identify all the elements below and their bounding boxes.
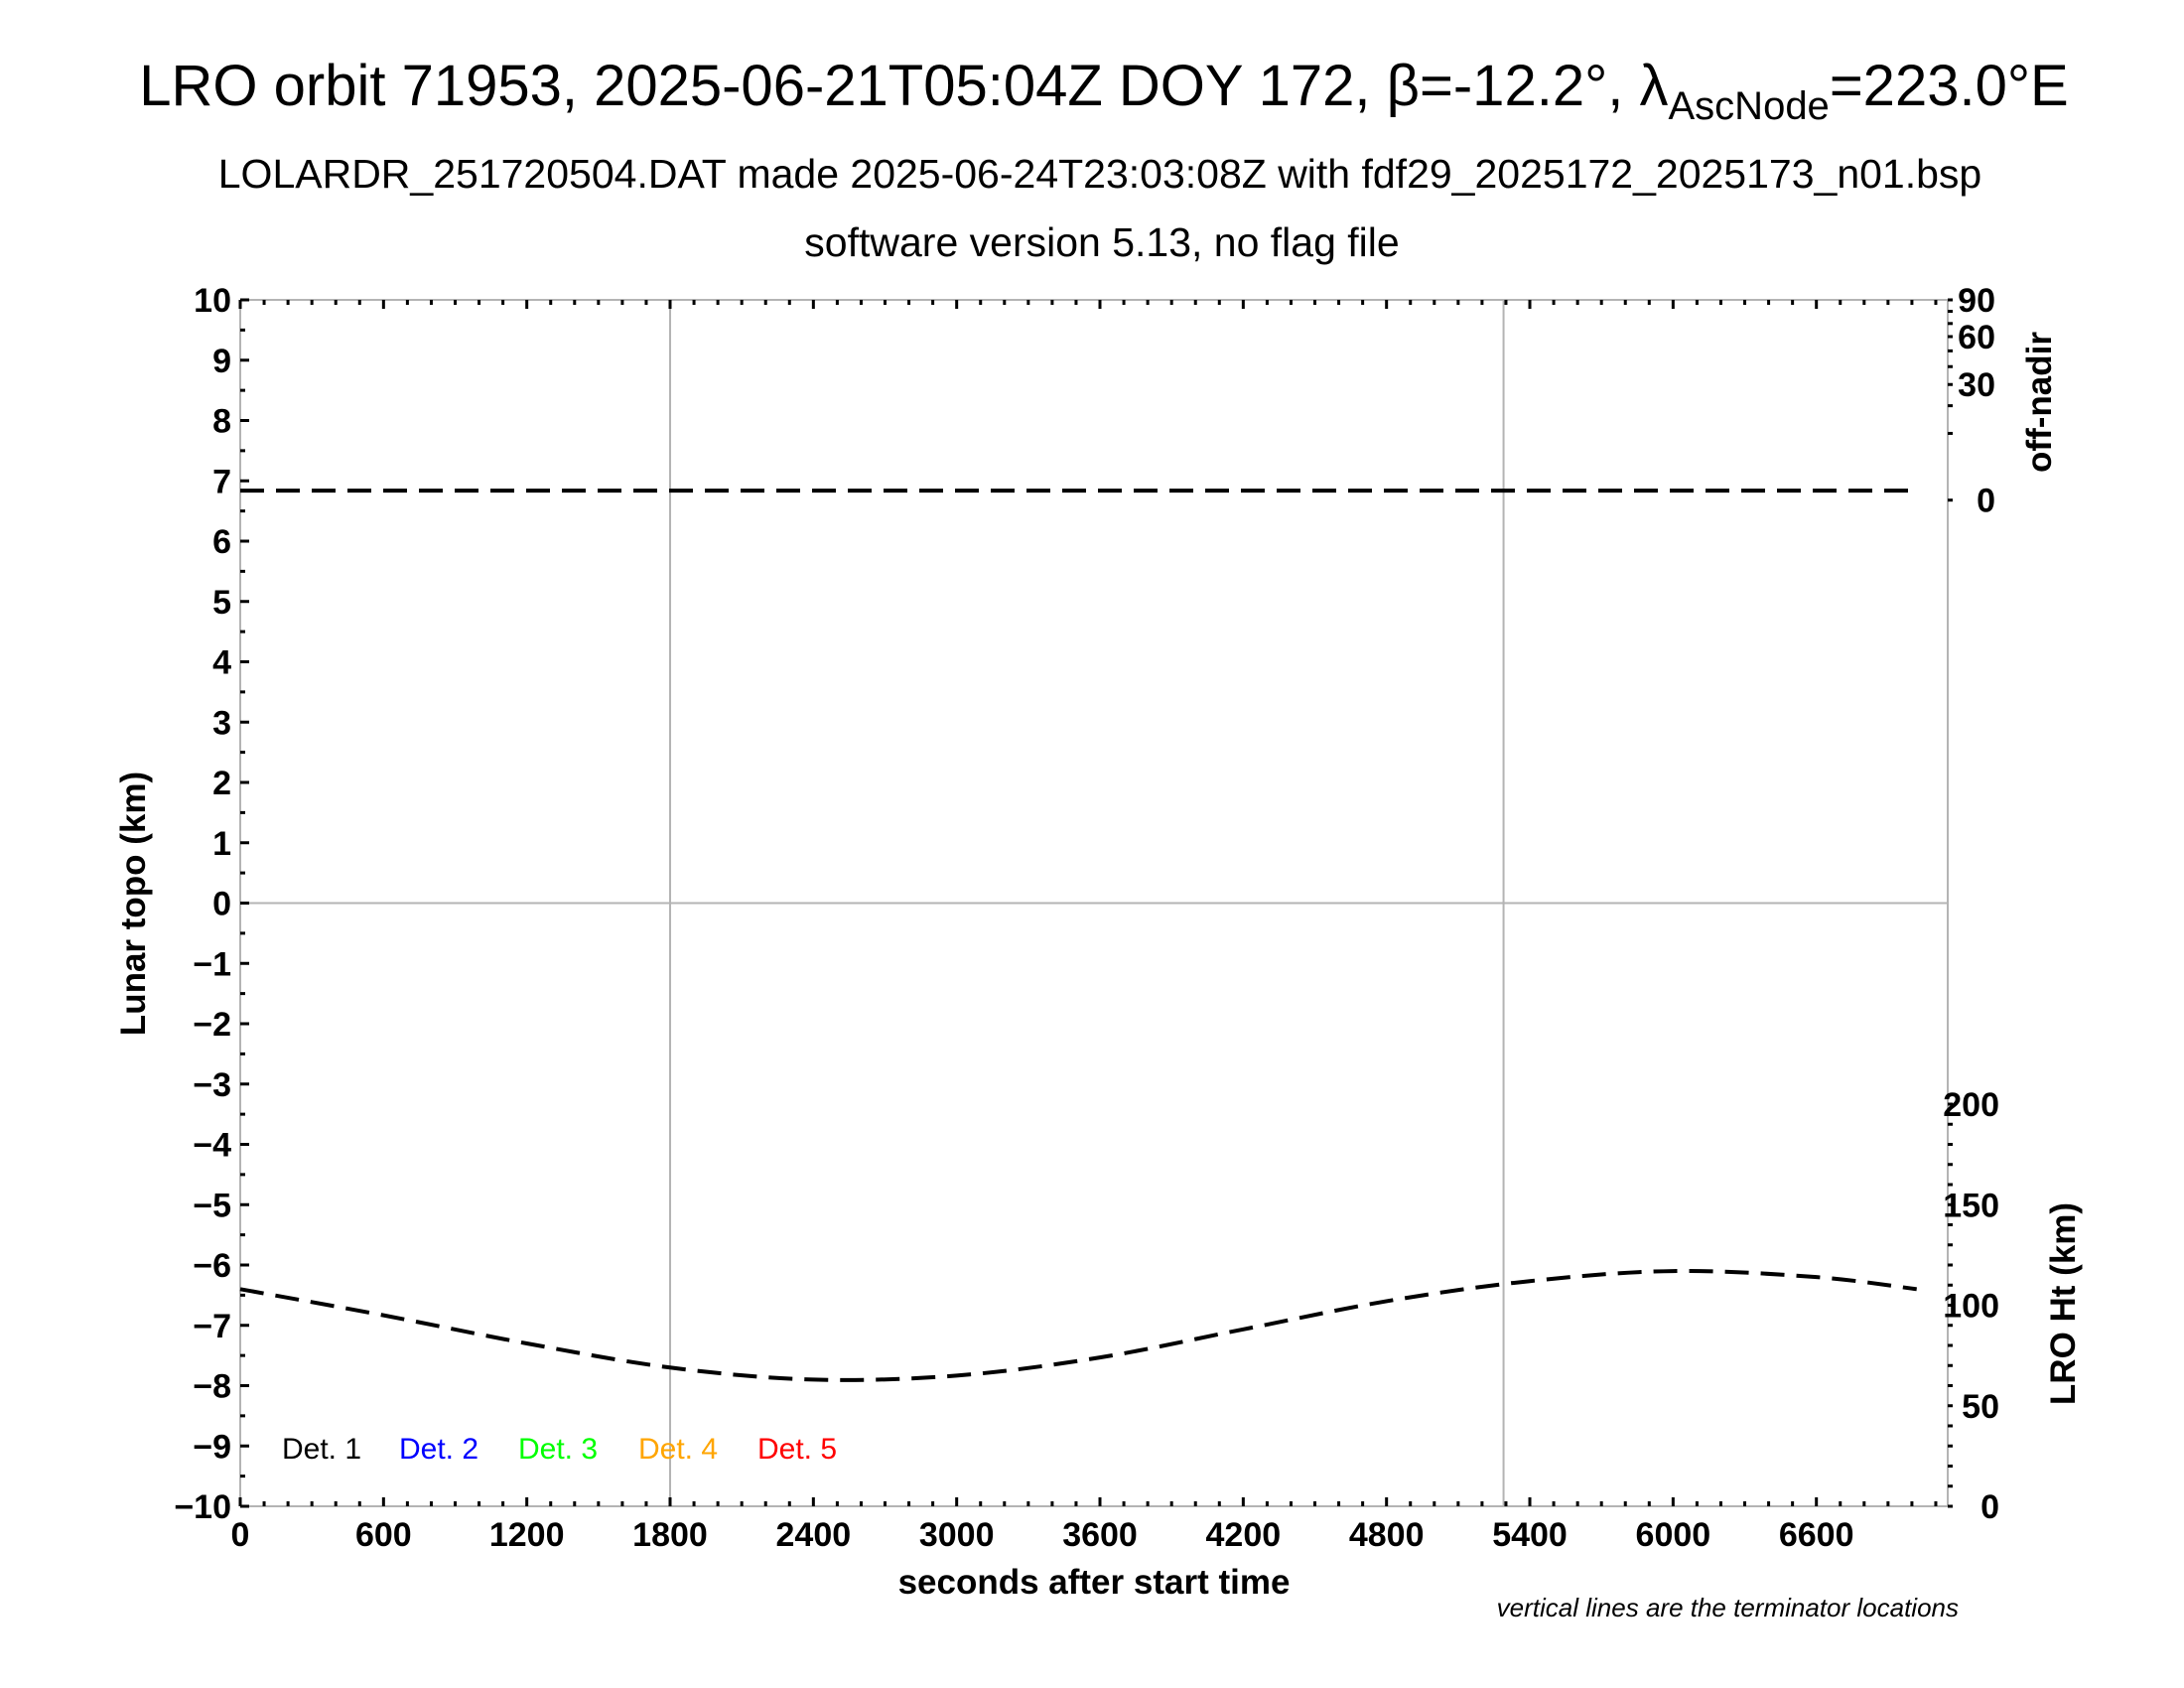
off-nadir-axis-label: off-nadir	[2020, 332, 2059, 473]
y-tick-label: −9	[193, 1428, 231, 1466]
x-tick-label: 3000	[919, 1516, 995, 1554]
lro-ht-axis-label: LRO Ht (km)	[2044, 1202, 2083, 1405]
y-tick-label: 10	[194, 282, 231, 320]
legend-item-det-3: Det. 3	[518, 1433, 598, 1466]
y-tick-label: 8	[212, 403, 231, 441]
x-tick-label: 6000	[1636, 1516, 1711, 1554]
lro-ht-tick-label: 100	[1943, 1288, 1999, 1326]
y-tick-label: −1	[193, 945, 231, 983]
legend-item-det-4: Det. 4	[638, 1433, 718, 1466]
x-axis-label: seconds after start time	[898, 1563, 1291, 1602]
legend-item-det-5: Det. 5	[757, 1433, 837, 1466]
off-nadir-tick-label: 90	[1958, 282, 1995, 320]
terminator-note: vertical lines are the terminator locati…	[1497, 1593, 1959, 1622]
lro-ht-tick-label: 0	[1980, 1488, 1999, 1526]
off-nadir-tick-label: 30	[1958, 366, 1995, 404]
off-nadir-tick-label: 60	[1958, 319, 1995, 356]
x-tick-label: 6600	[1779, 1516, 1854, 1554]
x-tick-label: 2400	[776, 1516, 852, 1554]
chart-subtitle: LOLARDR_251720504.DAT made 2025-06-24T23…	[218, 151, 1981, 197]
gridlines	[240, 300, 1948, 1506]
legend-item-det-2: Det. 2	[399, 1433, 478, 1466]
x-tick-label: 0	[231, 1516, 250, 1554]
y-tick-label: −10	[174, 1488, 231, 1526]
legend: Det. 1 Det. 2 Det. 3 Det. 4 Det. 5	[282, 1433, 837, 1466]
lro-height-series	[239, 1268, 1917, 1382]
y-tick-label: −8	[193, 1368, 231, 1406]
y-tick-label: −7	[193, 1308, 231, 1345]
x-tick-label: 1800	[632, 1516, 708, 1554]
y-tick-label: −6	[193, 1247, 231, 1285]
y-tick-label: −5	[193, 1187, 231, 1224]
y-tick-label: 6	[212, 523, 231, 561]
lro-ht-tick-label: 50	[1962, 1388, 1999, 1426]
x-tick-label: 4200	[1206, 1516, 1282, 1554]
chart-title: LRO orbit 71953, 2025-06-21T05:04Z DOY 1…	[139, 54, 2068, 128]
y-tick-label: 9	[212, 343, 231, 380]
y-tick-label: 4	[212, 644, 231, 682]
y-tick-label: 1	[212, 825, 231, 863]
axes: 0 600 1200 1800 2400 3000 3600 4200 4800 5400 6000…	[174, 282, 1999, 1554]
x-tick-label: 600	[355, 1516, 412, 1554]
x-tick-label: 1200	[489, 1516, 565, 1554]
y-tick-label: 7	[212, 463, 231, 500]
y-tick-label: 2	[212, 765, 231, 802]
legend-item-det-1: Det. 1	[282, 1433, 361, 1466]
x-tick-label: 3600	[1062, 1516, 1138, 1554]
y-tick-label: 5	[212, 584, 231, 622]
series-layer	[239, 489, 1917, 1382]
chart-subtitle-2: software version 5.13, no flag file	[804, 219, 1399, 265]
x-tick-label: 4800	[1349, 1516, 1425, 1554]
y-tick-label: −3	[193, 1066, 231, 1104]
lro-ht-tick-label: 200	[1943, 1086, 1999, 1124]
x-tick-label: 5400	[1492, 1516, 1568, 1554]
lro-ht-tick-label: 150	[1943, 1187, 1999, 1224]
off-nadir-tick-label: 0	[1977, 483, 1995, 520]
y-tick-label: 0	[212, 886, 231, 923]
y-tick-label: −4	[193, 1127, 231, 1165]
y-axis-label: Lunar topo (km)	[114, 772, 153, 1036]
y-tick-label: −2	[193, 1006, 231, 1044]
y-tick-label: 3	[212, 704, 231, 742]
